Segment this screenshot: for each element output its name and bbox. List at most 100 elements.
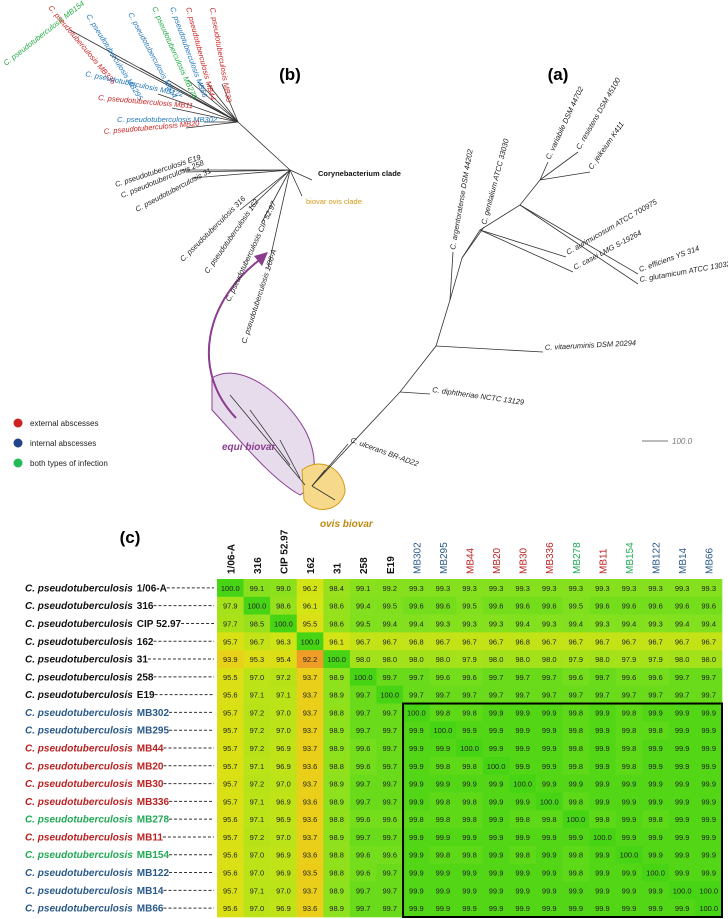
cell-value: 99.9 [489, 904, 504, 913]
cell-value: 99.9 [436, 886, 451, 895]
cell [376, 774, 404, 793]
cell [403, 632, 430, 651]
row-label: C. pseudotuberculosis 258 [25, 672, 154, 683]
cell-value: 99.3 [462, 619, 477, 628]
cell-value: 96.9 [276, 851, 291, 860]
cell-value: 99.9 [648, 886, 663, 895]
cell-value: 96.7 [675, 637, 690, 646]
row-species: C. pseudotuberculosis [25, 904, 133, 915]
cell [695, 579, 723, 598]
cell-value: 99.8 [622, 726, 637, 735]
cell [270, 828, 298, 847]
cell [349, 667, 377, 687]
row-species: C. pseudotuberculosis [25, 726, 133, 737]
row-strain: E19 [137, 690, 155, 701]
cell-value: 99.3 [515, 584, 530, 593]
branch [229, 394, 306, 486]
cell [535, 863, 563, 882]
cell [296, 828, 324, 847]
legend-label: both types of infection [30, 459, 108, 468]
row-species: C. pseudotuberculosis [25, 868, 133, 879]
cell [535, 703, 563, 722]
cell-value: 99.7 [382, 780, 397, 789]
branch [461, 226, 485, 259]
column-header: 258 [359, 557, 370, 574]
cell-value: 95.7 [223, 762, 238, 771]
row-strain: 1/06-A [137, 583, 167, 594]
cell [535, 614, 563, 633]
cell-value: 98.8 [329, 869, 344, 878]
cell-value: 99.8 [569, 762, 584, 771]
cell-value: 98.9 [329, 904, 344, 913]
column-header: 1/06-A [226, 544, 237, 574]
cell [668, 756, 696, 775]
cell-value: 99.8 [436, 815, 451, 824]
cell [562, 810, 590, 829]
row-strain: 31 [137, 655, 149, 666]
cell [562, 703, 590, 722]
cell [270, 596, 298, 615]
cell-value: 99.8 [409, 815, 424, 824]
cell [456, 828, 484, 847]
cell [296, 845, 324, 864]
branch [311, 485, 336, 501]
cell-value: 99.7 [382, 833, 397, 842]
cell [589, 863, 616, 882]
column-header: 31 [333, 562, 344, 574]
cell [217, 863, 244, 882]
row-label: C. pseudotuberculosis MB30 [25, 779, 164, 790]
cell-value: 99.7 [489, 673, 504, 682]
cell [243, 596, 271, 615]
branch [539, 161, 549, 181]
cell [668, 774, 696, 793]
cell-value: 98.0 [675, 655, 690, 664]
cell-value: 99.6 [356, 869, 371, 878]
cell [615, 579, 643, 598]
cell [615, 810, 643, 829]
cell [429, 756, 457, 775]
cell [668, 650, 696, 669]
cell-value: 99.7 [382, 886, 397, 895]
cell [429, 721, 457, 740]
cell [642, 899, 670, 918]
cell [589, 739, 616, 758]
cell [562, 632, 590, 651]
cell-value: 99.6 [356, 851, 371, 860]
column-header: MB278 [572, 542, 583, 574]
cell [217, 721, 244, 740]
cell [482, 721, 510, 740]
cell-value: 99.9 [648, 744, 663, 753]
cell-value: 99.9 [542, 886, 557, 895]
cell-value: 99.7 [356, 691, 371, 700]
cell-value: 99.6 [648, 602, 663, 611]
cell-value: 93.6 [303, 904, 318, 913]
cell-value: 99.9 [675, 833, 690, 842]
cell-value: 99.7 [675, 691, 690, 700]
cell-value: 99.9 [515, 833, 530, 842]
cell-value: 99.8 [569, 726, 584, 735]
tip-label: C. vitaeruminis DSM 20294 [545, 338, 637, 352]
cell-value: 99.7 [356, 833, 371, 842]
cell [615, 685, 643, 704]
cell [589, 810, 616, 829]
cell [695, 792, 723, 811]
cell [429, 650, 457, 669]
row-strain: MB336 [137, 797, 170, 808]
row-species: C. pseudotuberculosis [25, 655, 133, 666]
cell [429, 810, 457, 829]
cell [482, 685, 510, 704]
cell [349, 792, 377, 811]
cell-value: 99.4 [701, 619, 716, 628]
cell [642, 721, 670, 740]
legend-dot [13, 438, 23, 448]
cell-value: 96.7 [648, 637, 663, 646]
cell [456, 739, 484, 758]
cell [615, 721, 643, 740]
cell-value: 99.7 [436, 691, 451, 700]
cell-value: 99.9 [515, 762, 530, 771]
cell-value: 98.0 [409, 655, 424, 664]
cell [429, 632, 457, 651]
cell-value: 96.7 [356, 637, 371, 646]
row-label: C. pseudotuberculosis MB154 [25, 850, 169, 861]
row-species: C. pseudotuberculosis [25, 583, 133, 594]
